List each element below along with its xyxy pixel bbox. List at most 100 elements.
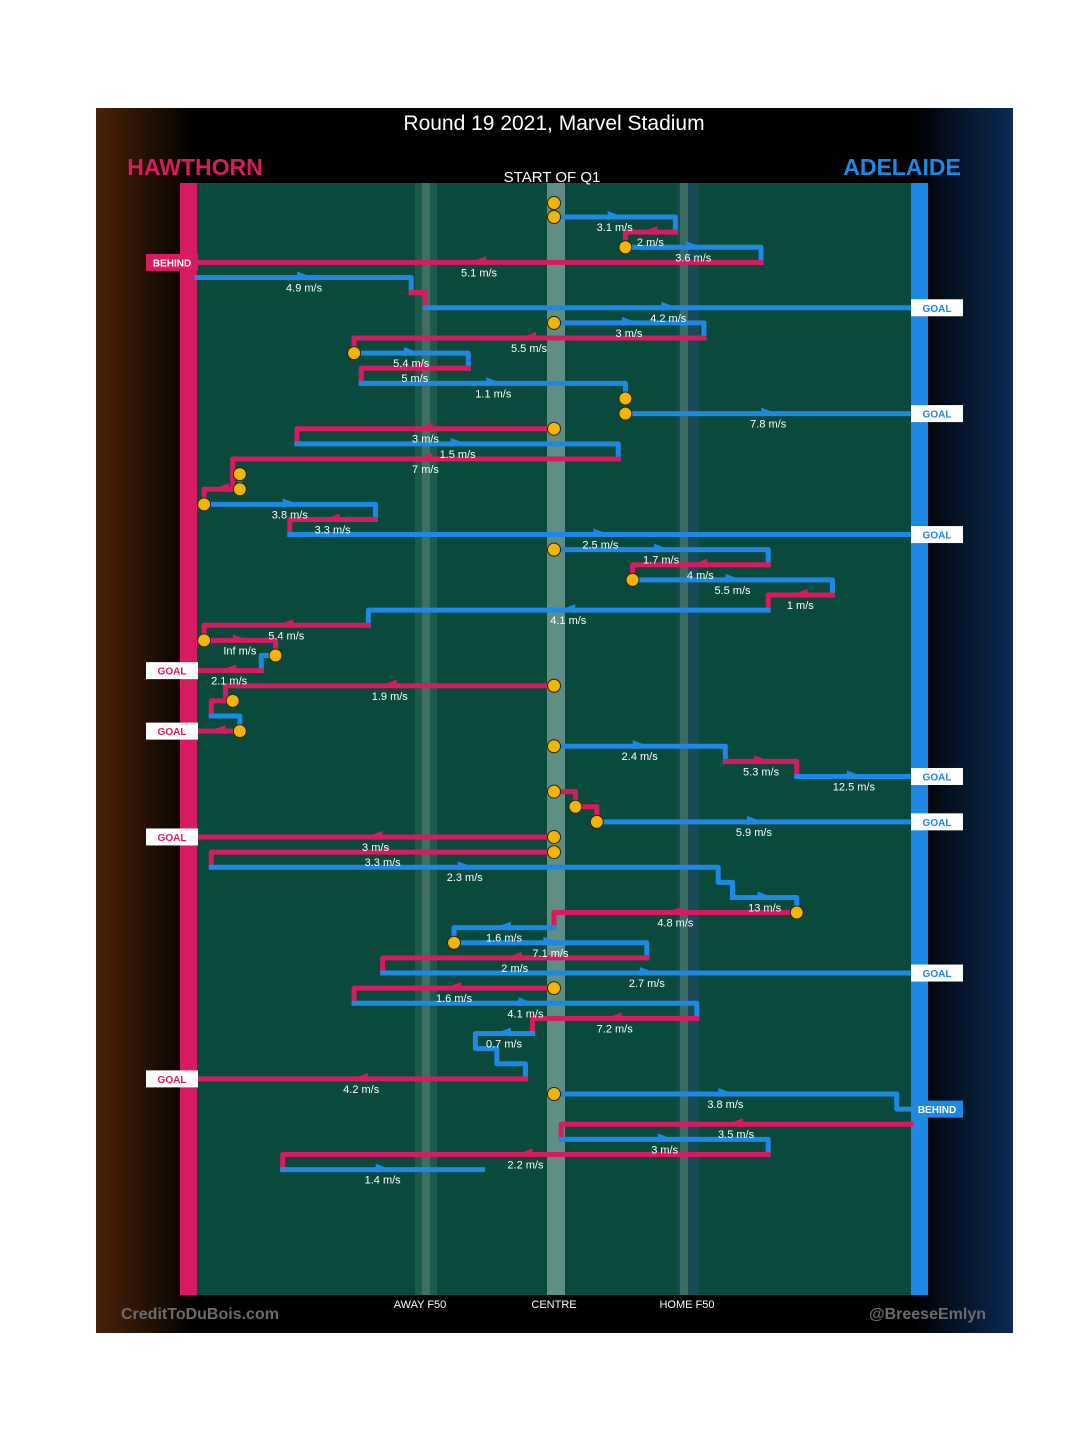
- chain-segment-19: [201, 501, 378, 522]
- result-tag-41: GOAL: [158, 833, 187, 844]
- speed-label-3: 3.6 m/s: [675, 252, 712, 264]
- result-tag-bg-54: [146, 1070, 198, 1088]
- chain-arrow-19: [282, 498, 299, 508]
- speed-label-5: 4.9 m/s: [286, 283, 323, 295]
- result-tag-13: GOAL: [923, 410, 952, 421]
- result-tag-21: GOAL: [923, 531, 952, 542]
- chain-arrow-8: [621, 316, 638, 326]
- chart-svg: 3.1 m/s2 m/s3.6 m/s5.1 m/s4.9 m/s4.2 m/s…: [96, 108, 1013, 1333]
- speed-label-14: 3 m/s: [412, 434, 439, 446]
- ball-marker-42-start: [547, 845, 561, 860]
- chain-segments: [194, 200, 914, 1173]
- ball-marker-17-start: [232, 467, 247, 482]
- speed-label-27: 5.4 m/s: [268, 630, 305, 642]
- ball-marker-34-start: [232, 724, 247, 739]
- chain-arrow-21: [593, 528, 610, 538]
- chain-arrow-37: [846, 770, 863, 780]
- speed-label-30: 2.1 m/s: [211, 676, 248, 688]
- chain-arrow-26: [559, 604, 576, 614]
- chain-segment-24: [630, 577, 835, 598]
- chain-segment-25: [765, 592, 835, 613]
- chart-title: Round 19 2021, Marvel Stadium: [403, 112, 704, 135]
- chain-arrow-30: [220, 664, 237, 674]
- speed-label-24: 5.5 m/s: [714, 585, 751, 597]
- ball-marker-28-start: [197, 633, 212, 648]
- chain-segment-50: [351, 985, 557, 1006]
- chain-arrow-57: [657, 1133, 674, 1143]
- speed-label-48: 2 m/s: [501, 963, 528, 975]
- result-tag-30: GOAL: [158, 667, 187, 678]
- away-f50-line: [422, 183, 430, 1295]
- left-gradient: [96, 108, 196, 1333]
- speed-label-47: 7.1 m/s: [532, 948, 569, 960]
- speed-label-9: 5.5 m/s: [511, 343, 548, 355]
- speed-label-19: 3.8 m/s: [272, 509, 309, 521]
- speed-labels: 3.1 m/s2 m/s3.6 m/s5.1 m/s4.9 m/s4.2 m/s…: [211, 222, 875, 1187]
- chain-arrow-15: [450, 437, 467, 447]
- team-left-label: HAWTHORN: [127, 154, 262, 180]
- ball-markers: [197, 196, 804, 1101]
- speed-label-7: 4.2 m/s: [650, 313, 687, 325]
- speed-label-16: 7 m/s: [412, 464, 439, 476]
- speed-label-55: 3.8 m/s: [707, 1099, 744, 1111]
- adelaide-goal-line: [911, 183, 928, 1295]
- speed-label-53: 0.7 m/s: [486, 1039, 523, 1051]
- speed-label-40: 5.9 m/s: [736, 827, 773, 839]
- speed-label-2: 2 m/s: [637, 237, 664, 249]
- speed-label-8: 3 m/s: [616, 328, 643, 340]
- ball-marker-0-start: [547, 196, 561, 210]
- speed-label-25: 1 m/s: [787, 600, 814, 612]
- chain-arrow-28: [232, 634, 249, 644]
- chain-arrow-7: [661, 301, 678, 311]
- ball-marker-55-start: [547, 1087, 561, 1101]
- chain-segment-36: [722, 758, 800, 779]
- chain-arrow-22: [654, 543, 671, 553]
- result-tag-bg-21: [911, 526, 963, 544]
- chain-segment-43: [208, 864, 735, 900]
- ball-marker-1-start: [547, 210, 561, 225]
- chain-segment-3: [622, 244, 764, 265]
- chain-segment-53: [472, 1031, 536, 1082]
- speed-label-50: 1.6 m/s: [436, 993, 473, 1005]
- result-tag-40: GOAL: [923, 818, 952, 829]
- result-tag-bg-49: [911, 964, 963, 982]
- ball-marker-31-start: [547, 678, 561, 693]
- chain-arrow-35: [632, 740, 649, 750]
- chain-segment-42: [208, 849, 557, 870]
- ball-marker-18-start: [232, 482, 247, 497]
- speed-label-1: 3.1 m/s: [597, 222, 634, 234]
- chain-segment-6: [408, 290, 428, 311]
- chain-segment-31: [223, 683, 557, 704]
- chain-segment-58: [280, 1151, 771, 1173]
- result-tag-bg-55: [911, 1100, 963, 1118]
- chain-segment-11: [358, 365, 471, 386]
- chain-arrow-20: [323, 513, 340, 523]
- team-right-label: ADELAIDE: [843, 154, 961, 180]
- speed-label-23: 4 m/s: [687, 570, 714, 582]
- speed-label-31: 1.9 m/s: [372, 691, 409, 703]
- result-tag-37: GOAL: [923, 772, 952, 783]
- ball-marker-41-start: [547, 829, 561, 844]
- chain-arrow-16: [416, 452, 433, 462]
- speed-label-44: 13 m/s: [748, 902, 782, 914]
- speed-label-36: 5.3 m/s: [743, 766, 780, 778]
- result-tag-55: BEHIND: [918, 1105, 956, 1116]
- speed-label-58: 2.2 m/s: [507, 1159, 544, 1171]
- chain-arrow-2: [641, 226, 658, 236]
- ball-marker-44-end: [789, 905, 804, 920]
- speed-label-56: 3.5 m/s: [718, 1129, 755, 1141]
- speed-label-42: 3.3 m/s: [365, 857, 402, 869]
- chain-segment-22: [551, 547, 771, 568]
- speed-label-37: 12.5 m/s: [833, 781, 876, 793]
- chain-arrow-36: [754, 755, 771, 765]
- chain-arrow-1: [607, 211, 624, 221]
- chain-segment-14: [294, 426, 557, 447]
- chain-arrow-49: [639, 967, 656, 977]
- ball-marker-12-end: [618, 391, 633, 406]
- result-tag-bg-34: [146, 722, 198, 740]
- ball-marker-40-start: [589, 814, 604, 829]
- chain-segment-45: [551, 910, 800, 931]
- chain-arrow-13: [761, 407, 778, 417]
- ball-marker-13-start: [618, 406, 633, 421]
- speed-label-11: 5 m/s: [401, 373, 428, 385]
